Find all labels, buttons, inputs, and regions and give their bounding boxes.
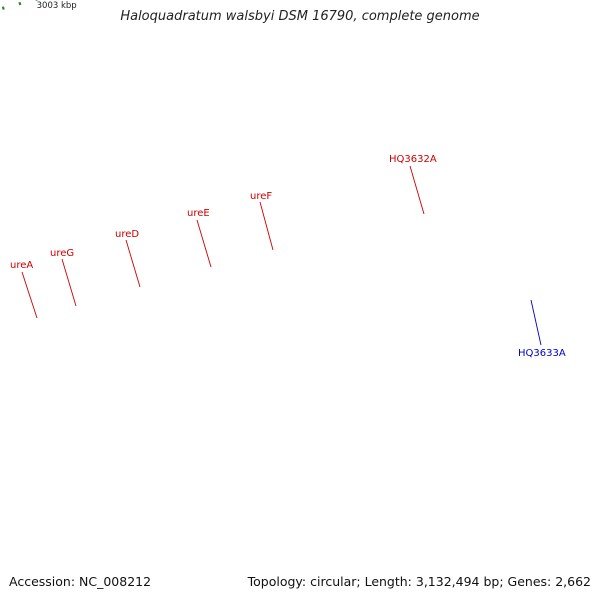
scale-tick-minor — [1, 6, 5, 10]
genome-backbone — [0, 0, 566, 22]
gene-label-ureD[interactable]: ureD — [115, 229, 139, 240]
genome-title: Haloquadratum walsbyi DSM 16790, complet… — [120, 9, 480, 24]
gene-label-ureG[interactable]: ureG — [50, 248, 74, 259]
genome-summary-text: Topology: circular; Length: 3,132,494 bp… — [247, 574, 591, 589]
scale-dots-inner — [1, 0, 38, 10]
scale-labels: 3002 kbp3003 kbp3004 kbp3005 kbp3006 kbp… — [37, 1, 77, 11]
accession-text: Accession: NC_008212 — [9, 574, 152, 589]
gene-label-ureF[interactable]: ureF — [250, 191, 272, 202]
gene-label-HQ3632A[interactable]: HQ3632A — [389, 154, 437, 165]
scale-tick-minor — [18, 1, 22, 6]
gene-label-ureE[interactable]: ureE — [187, 208, 210, 219]
gene-label-ureA[interactable]: ureA — [10, 260, 33, 271]
scale-label: 3003 kbp — [37, 1, 77, 11]
gene-label-HQ3633A[interactable]: HQ3633A — [518, 348, 566, 359]
gene-labels: ureA ureG ureD ureE ureF HQ3632A HQ3633A — [10, 154, 566, 359]
